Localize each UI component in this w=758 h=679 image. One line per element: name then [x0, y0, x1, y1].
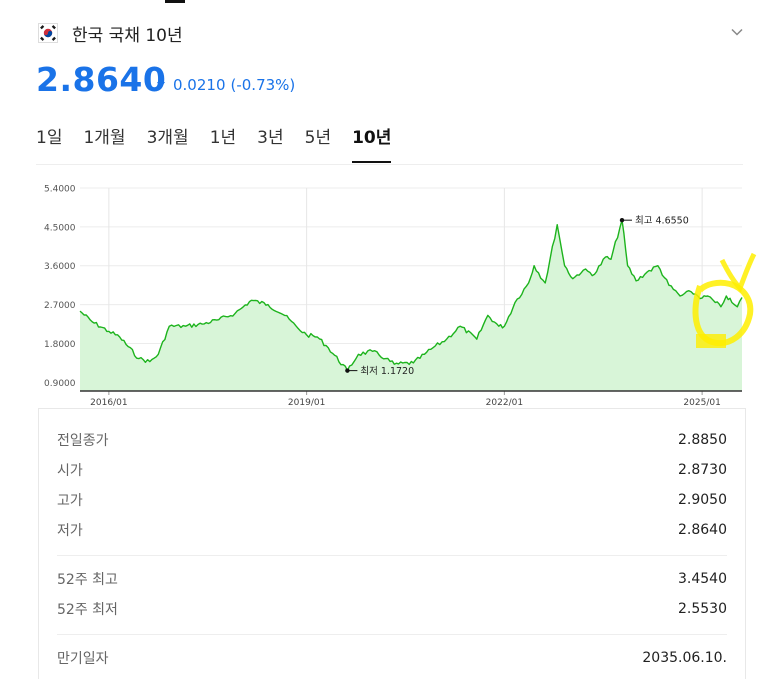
stats-divider: [57, 555, 727, 556]
tab-10y[interactable]: 10년: [352, 123, 392, 163]
y-tick-label: 5.4000: [44, 185, 76, 195]
period-tabs: 1일 1개월 3개월 1년 3년 5년 10년: [36, 123, 412, 163]
stat-label: 전일종가: [57, 433, 109, 449]
y-tick-label: 1.8000: [44, 340, 76, 350]
highlight-stroke: [719, 252, 757, 293]
stat-label: 시가: [57, 463, 83, 479]
instrument-header: 한국 국채 10년: [38, 18, 748, 48]
tab-3y[interactable]: 3년: [257, 128, 284, 148]
series-area: [80, 220, 742, 391]
stat-row-52w-high: 52주 최고 3.4540: [57, 567, 727, 591]
highlight-annotation-icon: [692, 252, 757, 348]
price-change: 0.0210 (-0.73%): [157, 76, 295, 94]
x-tick-label: 2016/01: [90, 398, 127, 408]
stat-value: 2035.06.10.: [642, 650, 727, 666]
max-annotation-label: 최고 4.6550: [635, 216, 689, 227]
yield-chart[interactable]: 5.4000 4.5000 3.6000 2.7000 1.8000 0.9000 2016…: [0, 170, 758, 408]
stat-label: 52주 최저: [57, 602, 118, 618]
stat-label: 고가: [57, 493, 83, 509]
stat-label: 52주 최고: [57, 572, 118, 588]
stat-label: 만기일자: [57, 651, 109, 667]
chevron-down-icon[interactable]: [730, 25, 744, 39]
tab-1y[interactable]: 1년: [209, 128, 237, 148]
y-tick-label: 4.5000: [44, 223, 76, 233]
instrument-title: 한국 국채 10년: [72, 25, 183, 46]
y-tick-label: 3.6000: [44, 262, 76, 272]
stat-row-52w-low: 52주 최저 2.5530: [57, 597, 727, 621]
stat-row-open: 시가 2.8730: [57, 458, 727, 482]
stat-value: 3.4540: [678, 571, 727, 587]
stat-row-high: 고가 2.9050: [57, 488, 727, 512]
stat-row-low: 저가 2.8640: [57, 518, 727, 542]
series-line: [79, 219, 743, 372]
korea-flag-icon: [38, 23, 58, 43]
stat-value: 2.8850: [678, 432, 727, 448]
stat-label: 저가: [57, 523, 83, 539]
tab-3m[interactable]: 3개월: [146, 128, 189, 148]
stat-row-prev-close: 전일종가 2.8850: [57, 428, 727, 452]
stat-value: 2.9050: [678, 492, 727, 508]
y-tick-label: 0.9000: [44, 379, 76, 389]
stat-value: 2.8640: [678, 522, 727, 538]
x-tick-label: 2025/01: [683, 398, 720, 408]
tabs-divider: [36, 164, 743, 165]
stats-divider: [57, 634, 727, 635]
stat-value: 2.5530: [678, 601, 727, 617]
x-tick-label: 2019/01: [288, 398, 325, 408]
stat-value: 2.8730: [678, 462, 727, 478]
top-indicator: [165, 0, 185, 3]
highlight-stroke: [692, 279, 754, 347]
highlight-stroke: [696, 334, 726, 348]
min-annotation-label: 최저 1.1720: [360, 366, 414, 377]
change-percent: (-0.73%): [230, 76, 296, 94]
down-triangle-icon: [157, 82, 165, 88]
x-tick-label: 2022/01: [486, 398, 523, 408]
change-value: 0.0210: [173, 76, 226, 94]
tab-1m[interactable]: 1개월: [83, 128, 126, 148]
stat-row-maturity: 만기일자 2035.06.10.: [57, 646, 727, 670]
stats-panel: 전일종가 2.8850 시가 2.8730 고가 2.9050 저가 2.864…: [38, 408, 746, 679]
current-price: 2.8640: [36, 60, 167, 99]
y-tick-label: 2.7000: [44, 301, 76, 311]
tab-1d[interactable]: 1일: [36, 128, 63, 148]
tab-5y[interactable]: 5년: [304, 128, 332, 148]
